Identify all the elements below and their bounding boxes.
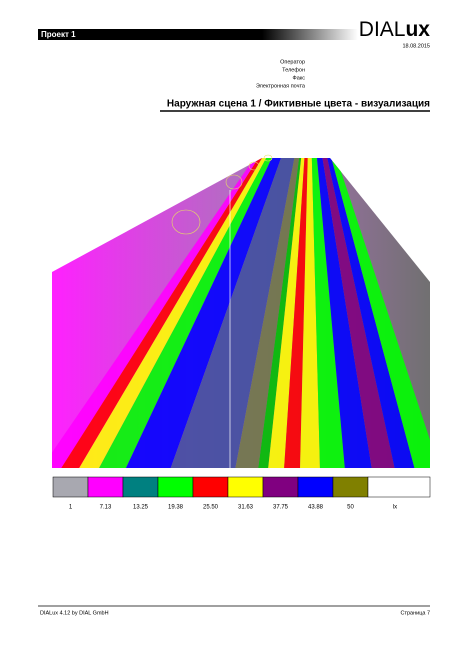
luminaires — [171, 154, 273, 235]
footer-left: DIALux 4.12 by DIAL GmbH — [40, 610, 109, 616]
legend-swatch — [192, 476, 229, 498]
legend-swatch — [297, 476, 334, 498]
color-band — [235, 158, 301, 468]
color-band — [316, 158, 372, 468]
legend-label: 37.75 — [273, 505, 289, 511]
legend-swatch — [122, 476, 159, 498]
legend-label: 7.13 — [100, 505, 112, 511]
visualization — [52, 158, 430, 468]
legend-swatch — [332, 476, 369, 498]
legend-label: 13.25 — [133, 505, 149, 511]
color-band — [321, 158, 395, 468]
legend-swatch — [87, 476, 124, 498]
contact-line: Факс — [293, 75, 306, 81]
legend-label: 19.38 — [168, 505, 184, 511]
legend-swatch — [262, 476, 299, 498]
legend-label: 31.63 — [238, 505, 254, 511]
color-band — [78, 158, 271, 468]
legend-label: 1 — [69, 505, 73, 511]
contact-line: Электронная почта — [256, 83, 306, 89]
legend-label: 25.50 — [203, 505, 219, 511]
color-band — [300, 158, 320, 468]
legend-label: 43.88 — [308, 505, 324, 511]
project-name: Проект 1 — [41, 30, 76, 39]
color-band — [329, 158, 430, 468]
color-band — [98, 158, 276, 468]
legend-swatch — [227, 476, 264, 498]
section-title: Наружная сцена 1 / Фиктивные цвета - виз… — [167, 99, 430, 110]
color-band — [284, 158, 308, 468]
logo-bold: ux — [405, 18, 430, 41]
color-band — [52, 158, 264, 468]
contact-line: Телефон — [282, 67, 305, 73]
footer-right: Страница 7 — [400, 610, 430, 616]
color-band — [170, 158, 296, 468]
color-band — [311, 158, 345, 468]
logo: DIALux — [359, 18, 431, 41]
legend-swatch — [52, 476, 89, 498]
legend-swatch-empty — [367, 476, 431, 498]
date: 18.08.2015 — [402, 43, 430, 49]
legend-unit: lx — [393, 505, 397, 511]
color-band — [268, 158, 305, 468]
color-band — [325, 158, 415, 468]
legend-swatch — [157, 476, 194, 498]
logo-main: DIAL — [359, 18, 406, 41]
color-band — [125, 158, 284, 468]
legend-label: 50 — [347, 505, 354, 511]
color-band — [258, 158, 302, 468]
contact-line: Оператор — [280, 59, 305, 65]
header-bar — [38, 29, 358, 40]
color-band — [60, 158, 267, 468]
